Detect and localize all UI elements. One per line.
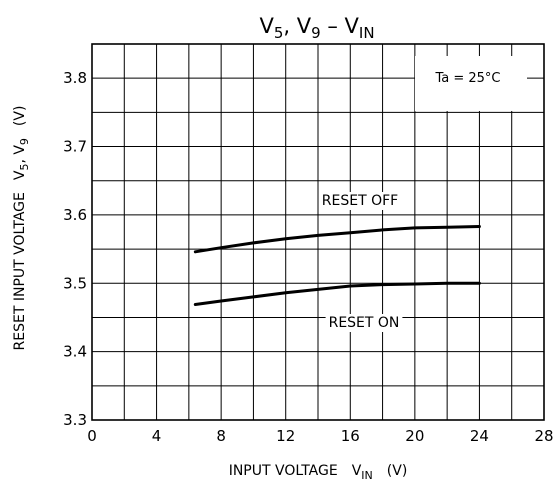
plot-frame xyxy=(91,43,545,421)
series-label-reset-off: RESET OFF xyxy=(322,193,398,209)
y-tick-label: 3.8 xyxy=(63,69,87,87)
x-tick-label: 0 xyxy=(87,427,97,445)
series-label-reset-on: RESET ON xyxy=(329,315,400,331)
x-tick-label: 12 xyxy=(276,427,295,445)
y-tick-labels: 3.3 3.4 3.5 3.6 3.7 3.8 xyxy=(63,69,87,429)
series-label-background xyxy=(318,192,402,210)
x-tick-labels: 0 4 8 12 16 20 24 28 xyxy=(87,427,553,445)
x-tick-label: 28 xyxy=(534,427,553,445)
x-tick-label: 8 xyxy=(216,427,226,445)
y-tick-label: 3.3 xyxy=(63,411,87,429)
x-tick-label: 4 xyxy=(152,427,162,445)
annotation-temperature: Ta = 25°C xyxy=(434,71,500,86)
plot-border xyxy=(91,43,545,421)
series-label-background xyxy=(325,314,403,332)
y-tick-label: 3.7 xyxy=(63,138,87,156)
x-axis-label: INPUT VOLTAGE VIN (V) xyxy=(229,463,408,482)
x-tick-label: 16 xyxy=(341,427,360,445)
y-tick-label: 3.4 xyxy=(63,343,87,361)
y-tick-label: 3.5 xyxy=(63,274,87,292)
series-layer xyxy=(193,225,481,306)
series-line-reset-off xyxy=(193,225,481,254)
y-axis-label: RESET INPUT VOLTAGEV5, V9(V) xyxy=(12,106,31,351)
chart-title: V5, V9 – VIN xyxy=(259,14,374,42)
series-line-reset-on xyxy=(193,281,481,306)
x-tick-label: 20 xyxy=(405,427,424,445)
y-tick-label: 3.6 xyxy=(63,206,87,224)
x-tick-label: 24 xyxy=(470,427,489,445)
annotation-box xyxy=(415,56,527,111)
